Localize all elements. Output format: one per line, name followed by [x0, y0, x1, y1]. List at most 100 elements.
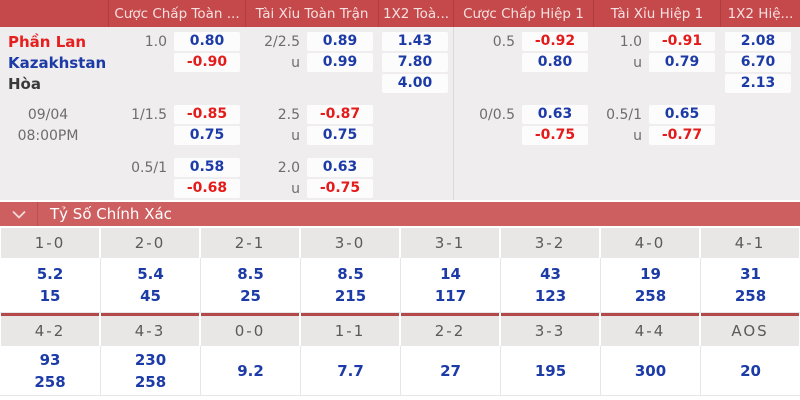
h1-1x2-cell: [720, 179, 800, 198]
odds-pill[interactable]: 0.75: [174, 126, 240, 145]
odds-pill[interactable]: 0.89: [307, 32, 373, 51]
odds-pill[interactable]: -0.87: [307, 105, 373, 124]
score-odd[interactable]: 45: [140, 287, 161, 305]
odds-pill[interactable]: 0.65: [649, 105, 715, 124]
odds-row: 08:00PM 0.75 u 0.75 -0.75 u -0.77: [0, 125, 800, 146]
score-column: 2-2 27: [400, 313, 500, 396]
goal-line: u: [291, 180, 300, 197]
score-header: 4-3: [101, 313, 199, 346]
score-odd[interactable]: 123: [534, 287, 567, 305]
ft-overunder-cell: [245, 74, 378, 93]
h1-1x2-cell: 2.08: [720, 32, 800, 51]
odds-pill[interactable]: 0.58: [174, 158, 240, 177]
score-odd[interactable]: 5.2: [36, 265, 64, 283]
odds-pill[interactable]: 0.79: [649, 53, 715, 72]
odds-row: 09/04 1/1.5 -0.85 2.5 -0.87 0/0.5 0.63 0.5/…: [0, 104, 800, 125]
score-odd[interactable]: 258: [134, 372, 167, 391]
odds-pill[interactable]: 2.13: [725, 74, 791, 93]
score-odd[interactable]: 9.2: [237, 361, 264, 380]
odds-pill[interactable]: 0.75: [307, 126, 373, 145]
score-odd[interactable]: 300: [634, 361, 667, 380]
odds-row-draw: Hòa 4.00 2.13: [0, 73, 800, 94]
odds-pill[interactable]: 4.00: [382, 74, 448, 93]
odds-pill[interactable]: -0.75: [522, 126, 588, 145]
odds-pill[interactable]: [649, 179, 715, 198]
ft-overunder-cell: 2/2.5 0.89: [245, 32, 378, 51]
odds-pill[interactable]: [174, 74, 240, 93]
odds-pill[interactable]: 0.99: [307, 53, 373, 72]
score-odd[interactable]: 258: [634, 287, 667, 305]
score-odd[interactable]: 117: [434, 287, 467, 305]
score-column: 0-0 9.2: [200, 313, 300, 396]
odds-pill[interactable]: 0.63: [307, 158, 373, 177]
score-odd[interactable]: 230: [134, 350, 167, 369]
score-odd[interactable]: 31: [740, 265, 761, 283]
score-column: 4-1 31 258: [700, 228, 800, 313]
score-odd[interactable]: 258: [734, 287, 767, 305]
odds-pill[interactable]: -0.92: [522, 32, 588, 51]
score-odd[interactable]: 14: [440, 265, 461, 283]
odds-pill[interactable]: -0.77: [649, 126, 715, 145]
odds-pill[interactable]: [725, 126, 791, 145]
score-odd[interactable]: 25: [240, 287, 261, 305]
ft-1x2-cell: [378, 105, 453, 124]
odds-pill[interactable]: -0.68: [174, 179, 240, 198]
score-odd[interactable]: 15: [39, 287, 61, 305]
score-odd[interactable]: 93: [39, 350, 61, 369]
odds-pill[interactable]: [522, 158, 588, 177]
odds-pill[interactable]: [725, 179, 791, 198]
score-odds-cell: 5.2 15: [0, 258, 100, 313]
odds-pill[interactable]: 2.08: [725, 32, 791, 51]
score-odd[interactable]: 258: [34, 372, 66, 391]
odds-pill[interactable]: [649, 158, 715, 177]
h1-1x2-cell: [720, 158, 800, 177]
odds-row: 0.5/1 0.58 2.0 0.63: [0, 157, 800, 178]
score-odd[interactable]: 19: [640, 265, 661, 283]
odds-pill[interactable]: [382, 105, 448, 124]
match-time: 08:00PM: [17, 127, 79, 144]
score-odd[interactable]: 8.5: [237, 265, 264, 283]
score-odd[interactable]: 27: [440, 361, 461, 380]
odds-pill[interactable]: 0.80: [174, 32, 240, 51]
odds-pill[interactable]: 1.43: [382, 32, 448, 51]
ft-handicap-cell: 0.75: [108, 126, 245, 145]
score-column: 3-2 43 123: [500, 228, 600, 313]
odds-pill[interactable]: [382, 158, 448, 177]
odds-pill[interactable]: [307, 74, 373, 93]
score-odd[interactable]: 5.4: [137, 265, 164, 283]
ft-handicap-cell: 0.5/1 0.58: [108, 158, 245, 177]
odds-pill[interactable]: -0.85: [174, 105, 240, 124]
score-odd[interactable]: 8.5: [337, 265, 364, 283]
odds-pill[interactable]: [522, 74, 588, 93]
odds-pill[interactable]: 6.70: [725, 53, 791, 72]
score-header: 4-2: [1, 313, 99, 346]
ft-handicap-cell: [108, 74, 245, 93]
score-odds-cell: 8.5 215: [300, 258, 400, 313]
correct-score-section-header[interactable]: Tỷ Số Chính Xác: [0, 202, 800, 226]
odds-pill[interactable]: 0.63: [522, 105, 588, 124]
odds-pill[interactable]: [649, 74, 715, 93]
ft-overunder-cell: u -0.75: [245, 179, 378, 198]
odds-pill[interactable]: [522, 179, 588, 198]
handicap-line: 1/1.5: [131, 106, 167, 123]
score-column: 3-3 195: [500, 313, 600, 396]
score-odd[interactable]: 43: [540, 265, 561, 283]
odds-pill[interactable]: -0.90: [174, 53, 240, 72]
score-odds-cell: 195: [500, 346, 600, 396]
odds-pill[interactable]: 0.80: [522, 53, 588, 72]
odds-pill[interactable]: 7.80: [382, 53, 448, 72]
odds-pill[interactable]: -0.91: [649, 32, 715, 51]
odds-pill[interactable]: [725, 158, 791, 177]
odds-pill[interactable]: [382, 179, 448, 198]
score-odd[interactable]: 7.7: [337, 361, 364, 380]
odds-pill[interactable]: [725, 105, 791, 124]
score-column: 4-0 19 258: [600, 228, 700, 313]
score-odd[interactable]: 215: [334, 287, 367, 305]
chevron-down-icon[interactable]: [0, 202, 38, 226]
score-odd[interactable]: 20: [740, 361, 761, 380]
odds-pill[interactable]: -0.75: [307, 179, 373, 198]
goal-line: 2/2.5: [264, 33, 300, 50]
odds-pill[interactable]: [382, 126, 448, 145]
score-odd[interactable]: 195: [534, 361, 567, 380]
h1-handicap-cell: [453, 179, 593, 198]
